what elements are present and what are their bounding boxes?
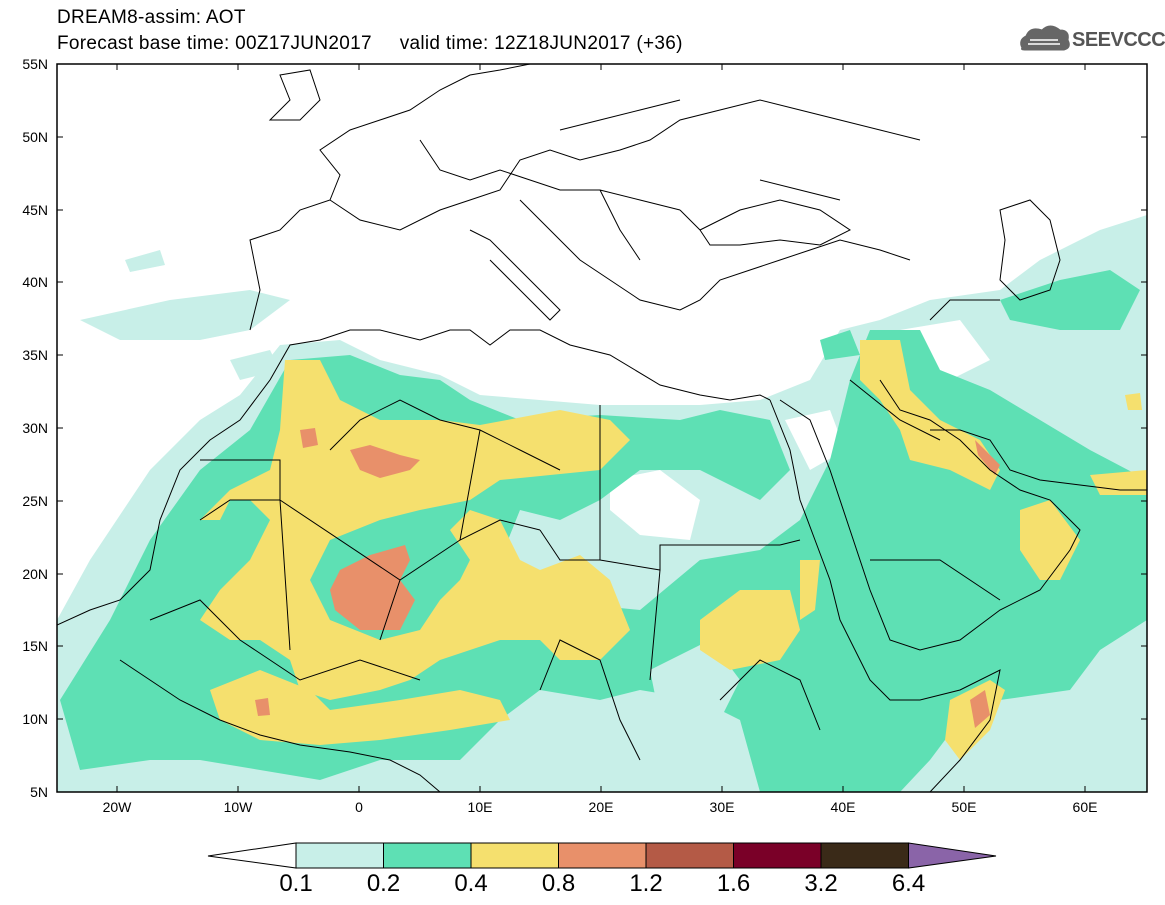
coastline-west-africa [57, 329, 771, 626]
aot-band-0.4 [1020, 500, 1080, 580]
colorbar-swatch [383, 842, 472, 869]
aot-band-0.4 [860, 340, 1000, 490]
aot-band-clear [610, 470, 700, 540]
aot-band-0.2 [820, 330, 860, 360]
aot-band-0.4 [1125, 393, 1142, 410]
lat-label: 50N [22, 129, 48, 145]
lon-label: 10E [467, 799, 493, 815]
coastline-europe [249, 64, 531, 331]
lon-label: 20W [102, 799, 132, 815]
lat-label: 25N [22, 493, 48, 509]
borders-layer [57, 64, 1147, 792]
lat-label: 10N [22, 711, 48, 727]
coastline-uk [268, 69, 321, 121]
lat-label: 55N [22, 56, 48, 72]
lat-label: 20N [22, 566, 48, 582]
colorbar-swatch [295, 842, 384, 869]
lat-label: 40N [22, 274, 48, 290]
coastline-persian-gulf [930, 429, 1147, 491]
aot-band-0.1 [230, 350, 280, 380]
border-lines-europe [329, 99, 921, 261]
aot-band-0.1 [80, 290, 290, 340]
lon-label: 50E [951, 799, 977, 815]
colorbar-label: 0.1 [279, 870, 313, 897]
aot-band-0.8 [300, 428, 318, 448]
aot-band-0.4 [700, 590, 800, 670]
lon-label: 0 [355, 799, 363, 815]
coastline-guinea-gulf [119, 659, 441, 792]
colorbar-swatch [820, 842, 909, 869]
coastline-balkans [519, 199, 911, 311]
aot-band-0.8 [330, 545, 415, 630]
map-title: DREAM8-assim: AOT [57, 7, 246, 28]
aot-band-0.4 [210, 670, 510, 745]
colorbar-label: 0.4 [454, 870, 488, 897]
aot-field [57, 64, 1147, 792]
colorbar-swatch [645, 842, 734, 869]
colorbar-label: 1.6 [716, 870, 751, 897]
colorbar-label: 0.8 [541, 870, 576, 897]
aot-band-clear [785, 410, 845, 470]
border-lines [149, 299, 1001, 761]
seevccc-logo-icon [1020, 25, 1070, 51]
colorbar-swatch [733, 842, 822, 869]
lon-label: 40E [830, 799, 856, 815]
lat-label: 45N [22, 202, 48, 218]
aot-band-0.2 [1000, 270, 1140, 330]
colorbar-label: 6.4 [891, 870, 926, 897]
aot-band-0.8 [255, 698, 270, 716]
coastline-italy [469, 229, 561, 321]
colorbar-label: 0.2 [366, 870, 401, 897]
logo-text: SEEVCCC [1072, 29, 1165, 51]
forecast-time-line: Forecast base time: 00Z17JUN2017 valid t… [57, 33, 683, 54]
aot-band-0.8 [970, 690, 990, 728]
lon-label: 30E [709, 799, 735, 815]
colorbar-label: 1.2 [629, 870, 663, 897]
aot-band-0.8 [350, 445, 420, 478]
coastline-caspian [999, 199, 1061, 301]
colorbar-arrow-low [207, 842, 297, 869]
lon-label: 20E [588, 799, 614, 815]
coastline-red-sea [769, 399, 1001, 792]
aot-band-0.1 [125, 250, 165, 272]
lat-label: 5N [30, 784, 48, 800]
lat-label: 15N [22, 638, 48, 654]
colorbar-swatch [558, 842, 647, 869]
coastline-blacksea [699, 199, 851, 246]
aot-band-0.4 [1090, 470, 1147, 495]
lon-label: 10W [223, 799, 253, 815]
lon-label: 60E [1072, 799, 1098, 815]
lat-label: 35N [22, 347, 48, 363]
coastline-arabia [779, 379, 1081, 651]
colorbar-swatch [470, 842, 559, 869]
colorbar-label: 3.2 [804, 870, 838, 897]
axis-ticks [57, 63, 1147, 792]
aot-band-0.8 [975, 440, 1000, 475]
aot-band-0.4 [800, 560, 820, 620]
colorbar-arrow-high [908, 842, 997, 869]
lat-label: 30N [22, 420, 48, 436]
colorbar [207, 842, 997, 869]
